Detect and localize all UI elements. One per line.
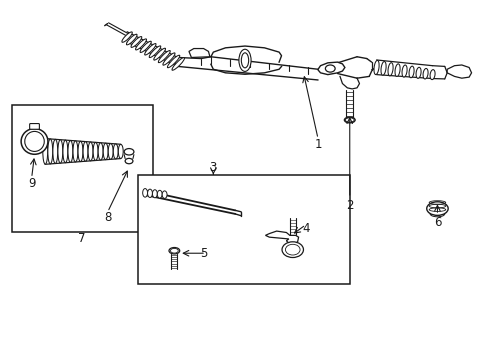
Text: 7: 7 bbox=[78, 233, 86, 246]
Text: 6: 6 bbox=[434, 216, 441, 229]
Ellipse shape bbox=[48, 139, 53, 164]
Ellipse shape bbox=[381, 62, 386, 75]
Ellipse shape bbox=[402, 65, 407, 77]
Ellipse shape bbox=[149, 46, 161, 58]
Ellipse shape bbox=[172, 58, 185, 70]
Ellipse shape bbox=[427, 202, 448, 215]
Ellipse shape bbox=[98, 143, 103, 160]
Ellipse shape bbox=[416, 67, 421, 78]
Text: 9: 9 bbox=[28, 177, 35, 190]
Text: 5: 5 bbox=[200, 247, 207, 260]
Ellipse shape bbox=[83, 141, 88, 161]
Ellipse shape bbox=[158, 50, 171, 63]
Ellipse shape bbox=[409, 66, 414, 78]
Ellipse shape bbox=[140, 41, 151, 53]
Text: 2: 2 bbox=[346, 198, 353, 212]
Bar bbox=[138, 175, 350, 284]
Text: 3: 3 bbox=[210, 161, 217, 174]
Ellipse shape bbox=[168, 55, 180, 68]
Ellipse shape bbox=[239, 49, 251, 71]
Ellipse shape bbox=[21, 129, 48, 154]
Ellipse shape bbox=[63, 140, 68, 163]
Ellipse shape bbox=[395, 64, 400, 76]
Ellipse shape bbox=[344, 117, 355, 123]
Ellipse shape bbox=[108, 144, 113, 159]
Ellipse shape bbox=[430, 69, 435, 80]
Ellipse shape bbox=[374, 60, 379, 75]
Ellipse shape bbox=[154, 48, 166, 60]
Ellipse shape bbox=[25, 131, 44, 152]
Text: 8: 8 bbox=[104, 211, 111, 224]
Ellipse shape bbox=[43, 139, 48, 164]
Ellipse shape bbox=[423, 68, 428, 79]
Ellipse shape bbox=[163, 53, 175, 65]
Polygon shape bbox=[318, 62, 345, 75]
Polygon shape bbox=[447, 65, 471, 78]
Ellipse shape bbox=[103, 143, 108, 159]
Ellipse shape bbox=[152, 190, 157, 198]
Bar bbox=[12, 105, 153, 232]
Ellipse shape bbox=[125, 158, 133, 164]
Ellipse shape bbox=[143, 189, 147, 197]
Ellipse shape bbox=[242, 53, 248, 68]
Ellipse shape bbox=[136, 39, 147, 50]
Ellipse shape bbox=[68, 140, 73, 162]
Ellipse shape bbox=[58, 140, 63, 163]
Ellipse shape bbox=[88, 142, 93, 161]
Ellipse shape bbox=[73, 141, 78, 162]
Ellipse shape bbox=[147, 189, 152, 197]
Polygon shape bbox=[266, 231, 298, 244]
Ellipse shape bbox=[93, 143, 98, 161]
FancyBboxPatch shape bbox=[30, 123, 39, 129]
Circle shape bbox=[282, 242, 303, 257]
Ellipse shape bbox=[131, 37, 142, 48]
Text: 1: 1 bbox=[314, 138, 322, 151]
Ellipse shape bbox=[124, 149, 134, 155]
Circle shape bbox=[325, 65, 335, 72]
Ellipse shape bbox=[388, 63, 393, 76]
Ellipse shape bbox=[113, 144, 118, 159]
Ellipse shape bbox=[145, 44, 156, 55]
Ellipse shape bbox=[126, 34, 137, 45]
Ellipse shape bbox=[53, 139, 58, 163]
Ellipse shape bbox=[169, 248, 180, 254]
Ellipse shape bbox=[162, 191, 167, 198]
Ellipse shape bbox=[122, 32, 132, 42]
Text: 4: 4 bbox=[302, 222, 310, 235]
Ellipse shape bbox=[157, 190, 162, 198]
Polygon shape bbox=[189, 49, 210, 58]
Ellipse shape bbox=[78, 141, 83, 162]
Ellipse shape bbox=[118, 144, 123, 158]
